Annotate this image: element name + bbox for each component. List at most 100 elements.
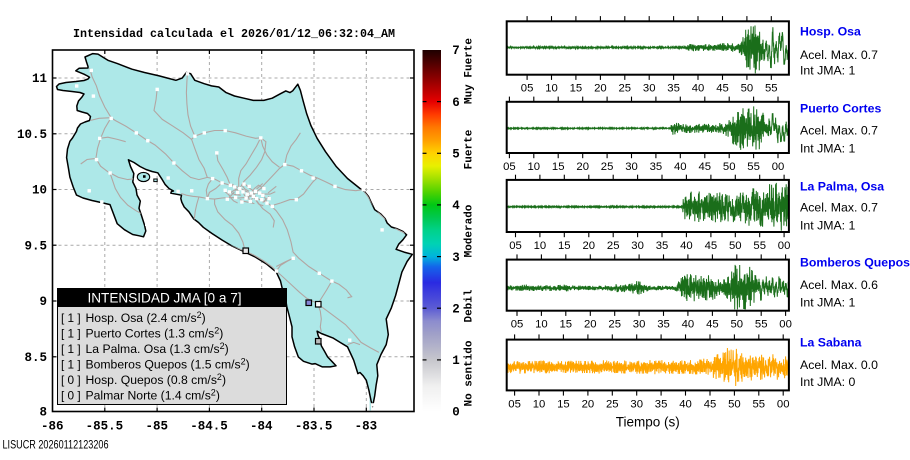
svg-text:2: 2 — [452, 302, 460, 316]
svg-text:10: 10 — [533, 398, 546, 410]
svg-text:Fuerte: Fuerte — [464, 129, 476, 169]
svg-text:-83: -83 — [355, 420, 378, 434]
svg-text:[ 1 ]: [ 1 ] — [61, 326, 81, 340]
svg-text:30: 30 — [643, 83, 656, 95]
svg-text:-83.5: -83.5 — [295, 420, 333, 434]
svg-text:Int JMA: 1: Int JMA: 1 — [800, 141, 856, 155]
svg-text:Puerto Cortes: Puerto Cortes — [800, 102, 881, 116]
svg-text:55: 55 — [747, 161, 760, 173]
svg-text:25: 25 — [608, 319, 621, 331]
svg-text:Bomberos Quepos: Bomberos Quepos — [800, 256, 910, 270]
svg-text:Muy Fuerte: Muy Fuerte — [464, 38, 476, 104]
svg-text:LISUCR 20260112123206: LISUCR 20260112123206 — [3, 438, 109, 452]
svg-text:30: 30 — [630, 398, 643, 410]
svg-text:05: 05 — [511, 319, 524, 331]
svg-text:Int JMA: 0: Int JMA: 0 — [800, 375, 856, 389]
svg-text:10: 10 — [32, 184, 47, 198]
svg-text:30: 30 — [631, 240, 644, 252]
svg-text:Acel. Max. 0.6: Acel. Max. 0.6 — [800, 278, 878, 292]
svg-text:Acel. Max. 0.7: Acel. Max. 0.7 — [800, 123, 878, 137]
svg-text:Bomberos Quepos (1.5 cm/s2): Bomberos Quepos (1.5 cm/s2) — [86, 356, 250, 371]
svg-text:11: 11 — [32, 72, 47, 86]
svg-text:05: 05 — [508, 398, 521, 410]
svg-text:50: 50 — [723, 161, 736, 173]
svg-text:4: 4 — [452, 199, 460, 213]
svg-text:00: 00 — [772, 161, 785, 173]
svg-text:30: 30 — [633, 319, 646, 331]
svg-text:10: 10 — [535, 319, 548, 331]
svg-text:-84: -84 — [250, 420, 273, 434]
svg-text:20: 20 — [594, 83, 607, 95]
svg-text:45: 45 — [699, 161, 712, 173]
svg-text:40: 40 — [692, 83, 705, 95]
svg-text:40: 40 — [679, 398, 692, 410]
svg-text:La Sabana: La Sabana — [800, 336, 862, 350]
svg-text:[ 1 ]: [ 1 ] — [61, 357, 81, 371]
svg-text:Tiempo (s): Tiempo (s) — [616, 415, 680, 430]
svg-text:35: 35 — [656, 240, 669, 252]
svg-text:25: 25 — [619, 83, 632, 95]
svg-text:0: 0 — [452, 406, 460, 420]
svg-text:45: 45 — [705, 240, 718, 252]
svg-text:35: 35 — [667, 83, 680, 95]
svg-text:45: 45 — [716, 83, 729, 95]
svg-text:10: 10 — [528, 161, 541, 173]
svg-text:00: 00 — [778, 240, 791, 252]
svg-text:20: 20 — [576, 161, 589, 173]
svg-text:La Palma. Osa (1.3 cm/s2): La Palma. Osa (1.3 cm/s2) — [86, 341, 229, 356]
svg-text:[ 1 ]: [ 1 ] — [61, 311, 81, 325]
svg-text:40: 40 — [680, 240, 693, 252]
svg-text:20: 20 — [582, 398, 595, 410]
svg-text:[ 0 ]: [ 0 ] — [61, 373, 81, 387]
svg-text:9.5: 9.5 — [24, 239, 47, 253]
svg-text:25: 25 — [601, 161, 614, 173]
svg-text:Hosp. Osa (2.4 cm/s2): Hosp. Osa (2.4 cm/s2) — [86, 310, 206, 325]
svg-text:7: 7 — [452, 44, 460, 58]
svg-text:20: 20 — [584, 319, 597, 331]
svg-text:Acel. Max. 0.7: Acel. Max. 0.7 — [800, 48, 878, 62]
svg-text:25: 25 — [607, 240, 620, 252]
svg-text:45: 45 — [704, 398, 717, 410]
svg-text:10.5: 10.5 — [17, 128, 47, 142]
svg-text:Hosp. Quepos (0.8 cm/s2): Hosp. Quepos (0.8 cm/s2) — [86, 372, 227, 387]
svg-text:40: 40 — [682, 319, 695, 331]
svg-text:Hosp. Osa: Hosp. Osa — [800, 24, 861, 38]
svg-text:05: 05 — [503, 161, 516, 173]
svg-text:55: 55 — [765, 83, 778, 95]
svg-text:Acel. Max. 0.0: Acel. Max. 0.0 — [800, 358, 878, 372]
svg-text:25: 25 — [606, 398, 619, 410]
svg-text:10: 10 — [545, 83, 558, 95]
svg-text:30: 30 — [625, 161, 638, 173]
svg-text:1: 1 — [452, 354, 460, 368]
svg-text:Moderado: Moderado — [464, 204, 476, 257]
svg-text:15: 15 — [570, 83, 583, 95]
svg-text:No sentido: No sentido — [464, 340, 476, 406]
svg-text:15: 15 — [552, 161, 565, 173]
svg-text:[ 1 ]: [ 1 ] — [61, 342, 81, 356]
svg-text:35: 35 — [650, 161, 663, 173]
svg-text:35: 35 — [655, 398, 668, 410]
svg-text:-85: -85 — [145, 420, 168, 434]
svg-text:[ 0 ]: [ 0 ] — [61, 388, 81, 402]
svg-text:20: 20 — [583, 240, 596, 252]
svg-text:9: 9 — [39, 295, 47, 309]
svg-text:Acel. Max. 0.7: Acel. Max. 0.7 — [800, 200, 878, 214]
svg-text:Palmar Norte (1.4 cm/s2): Palmar Norte (1.4 cm/s2) — [86, 387, 220, 402]
svg-text:55: 55 — [755, 319, 768, 331]
svg-text:INTENSIDAD JMA [0 a 7]: INTENSIDAD JMA [0 a 7] — [87, 291, 241, 306]
svg-text:50: 50 — [728, 398, 741, 410]
svg-text:Int JMA: 1: Int JMA: 1 — [800, 63, 856, 77]
svg-text:8: 8 — [39, 406, 47, 420]
svg-text:Intensidad calculada el 2026/0: Intensidad calculada el 2026/01/12_06:32… — [73, 27, 395, 41]
svg-text:8.5: 8.5 — [24, 351, 47, 365]
svg-text:-84.5: -84.5 — [190, 420, 228, 434]
svg-text:15: 15 — [557, 398, 570, 410]
svg-text:40: 40 — [674, 161, 687, 173]
svg-text:Int JMA: 1: Int JMA: 1 — [800, 218, 856, 232]
svg-text:3: 3 — [452, 251, 460, 265]
svg-text:La Palma, Osa: La Palma, Osa — [800, 180, 884, 194]
svg-text:Debil: Debil — [464, 289, 476, 322]
svg-text:10: 10 — [534, 240, 547, 252]
svg-text:Puerto Cortes (1.3 cm/s2): Puerto Cortes (1.3 cm/s2) — [86, 325, 224, 340]
svg-text:45: 45 — [706, 319, 719, 331]
